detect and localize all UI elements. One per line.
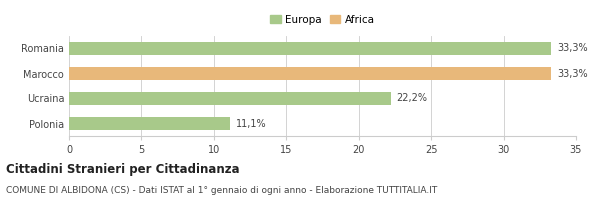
Bar — [69, 92, 391, 105]
Legend: Europa, Africa: Europa, Africa — [266, 10, 379, 29]
Text: 22,2%: 22,2% — [397, 94, 427, 104]
Text: 33,3%: 33,3% — [557, 68, 588, 78]
Bar — [69, 42, 551, 55]
Text: 11,1%: 11,1% — [236, 118, 266, 129]
Bar — [69, 67, 551, 80]
Text: Cittadini Stranieri per Cittadinanza: Cittadini Stranieri per Cittadinanza — [6, 163, 239, 176]
Text: COMUNE DI ALBIDONA (CS) - Dati ISTAT al 1° gennaio di ogni anno - Elaborazione T: COMUNE DI ALBIDONA (CS) - Dati ISTAT al … — [6, 186, 437, 195]
Bar — [69, 117, 230, 130]
Text: 33,3%: 33,3% — [557, 44, 588, 53]
